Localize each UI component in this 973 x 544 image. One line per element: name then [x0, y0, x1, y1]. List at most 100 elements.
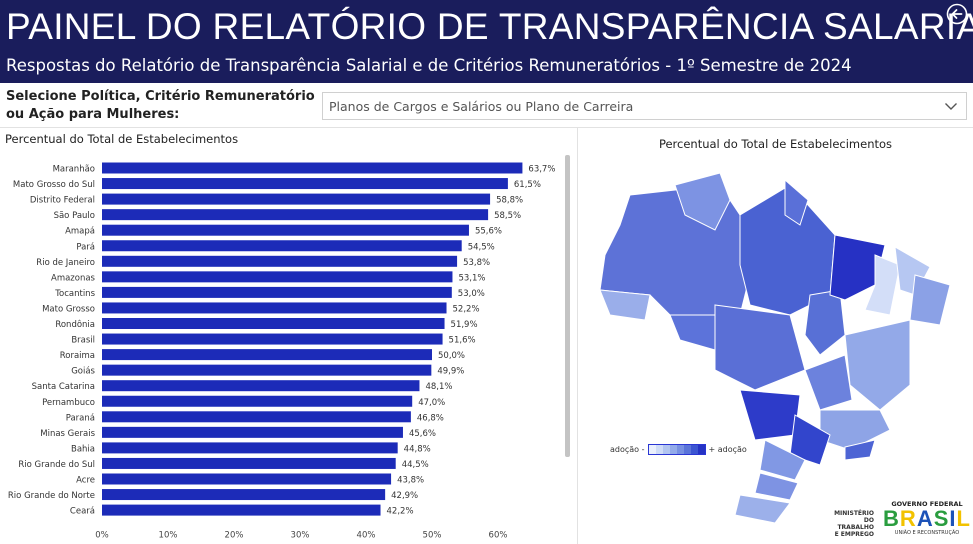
bar[interactable] [102, 224, 469, 236]
data-label: 53,0% [458, 289, 485, 299]
ministry-line-4: E EMPREGO [834, 531, 874, 538]
chevron-down-icon [945, 103, 957, 110]
map-legend: adoção - + adoção [610, 444, 747, 455]
bar[interactable] [102, 255, 458, 267]
bar[interactable] [102, 411, 411, 423]
bar[interactable] [102, 333, 443, 345]
bar[interactable] [102, 178, 508, 190]
category-label: Rio de Janeiro [36, 258, 95, 268]
ministry-line-1: MINISTÉRIO [834, 510, 874, 517]
data-label: 51,9% [451, 320, 478, 330]
bar[interactable] [102, 473, 392, 485]
map-region-amapa[interactable] [784, 178, 809, 226]
category-label: Pará [76, 242, 95, 252]
back-arrow-icon[interactable] [946, 3, 968, 25]
bar[interactable] [102, 349, 432, 361]
page-title: PAINEL DO RELATÓRIO DE TRANSPARÊNCIA SAL… [6, 6, 973, 47]
gov-logo-letter: L [956, 506, 971, 531]
data-label: 49,9% [437, 367, 464, 377]
x-tick-label: 10% [159, 531, 178, 541]
ministry-line-2: DO [863, 517, 874, 524]
bar[interactable] [102, 240, 462, 252]
gov-logo-top: GOVERNO FEDERAL [891, 500, 963, 508]
category-label: Rio Grande do Sul [18, 460, 95, 470]
data-label: 47,0% [418, 398, 445, 408]
map-region-mato-grosso[interactable] [714, 304, 806, 391]
category-label: Minas Gerais [40, 429, 95, 439]
category-label: Amazonas [51, 273, 96, 283]
map-region-piaui[interactable] [864, 254, 901, 316]
data-label: 44,8% [404, 444, 431, 454]
vertical-divider [577, 128, 578, 544]
bar[interactable] [102, 271, 453, 283]
policy-dropdown[interactable]: Planos de Cargos e Salários ou Plano de … [322, 92, 967, 120]
category-label: Pernambuco [42, 398, 95, 408]
data-label: 54,5% [468, 242, 495, 252]
bar[interactable] [102, 302, 447, 314]
bar[interactable] [102, 457, 396, 469]
bar[interactable] [102, 162, 523, 174]
ministry-logo-text: MINISTÉRIO DO TRABALHO E EMPREGO [806, 510, 874, 538]
map-region-minas-gerais[interactable] [819, 409, 891, 451]
gov-logo-letter: A [916, 506, 934, 531]
bar[interactable] [102, 442, 398, 454]
map-region-maranhao[interactable] [829, 234, 886, 301]
category-label: Roraima [60, 351, 95, 361]
bar[interactable] [102, 504, 381, 516]
bar[interactable] [102, 395, 413, 407]
bar[interactable] [102, 380, 420, 392]
map-region-bahia[interactable] [844, 319, 911, 411]
map-region-tocantins[interactable] [804, 289, 846, 356]
header-bar: PAINEL DO RELATÓRIO DE TRANSPARÊNCIA SAL… [0, 0, 973, 83]
legend-color-scale [647, 444, 706, 455]
bar[interactable] [102, 318, 445, 329]
data-label: 46,8% [417, 413, 444, 423]
category-label: Goiás [71, 367, 95, 377]
brazil-map [599, 172, 951, 524]
data-label: 53,1% [458, 273, 485, 283]
map-region-rio-de-janeiro[interactable] [844, 439, 876, 461]
category-label: São Paulo [54, 211, 95, 221]
legend-swatch [662, 445, 670, 454]
category-label: Mato Grosso do Sul [13, 180, 95, 190]
category-label: Maranhão [53, 165, 95, 175]
bar[interactable] [102, 193, 491, 205]
gov-logo-letter: I [949, 506, 957, 531]
gov-logo-letter: B [883, 506, 900, 531]
legend-swatch [669, 445, 677, 454]
bar[interactable] [102, 489, 386, 501]
category-label: Santa Catarina [32, 382, 95, 392]
map-region-roraima[interactable] [674, 172, 731, 231]
data-label: 55,6% [475, 227, 502, 237]
data-label: 58,5% [494, 211, 521, 221]
gov-logo-letter: R [899, 506, 917, 531]
map-region-goias[interactable] [804, 354, 853, 411]
bar[interactable] [102, 364, 432, 376]
map-region-santa-catarina[interactable] [754, 472, 799, 501]
data-label: 44,5% [402, 460, 429, 470]
legend-low-label: adoção - [610, 445, 645, 454]
category-label: Acre [76, 476, 95, 486]
map-region-mato-grosso-do-sul[interactable] [739, 389, 801, 441]
category-label: Ceará [70, 507, 95, 517]
chart-scrollbar[interactable] [565, 155, 570, 457]
category-label: Rondônia [55, 319, 95, 330]
map-region-rondonia[interactable] [669, 314, 721, 351]
data-label: 48,1% [425, 382, 452, 392]
map-region-rio-grande-do-sul[interactable] [734, 494, 791, 524]
bar[interactable] [102, 286, 452, 298]
category-label: Rio Grande do Norte [8, 491, 95, 501]
category-label: Brasil [71, 336, 95, 346]
data-label: 51,6% [449, 336, 476, 346]
map-region-nordeste-east[interactable] [909, 274, 951, 326]
legend-high-label: + adoção [708, 445, 747, 454]
map-region-parana[interactable] [759, 439, 806, 481]
data-label: 43,8% [397, 476, 424, 486]
map-region-acre[interactable] [599, 289, 651, 321]
bar-chart: Maranhão 63,7% Mato Grosso do Sul 61,5% Dist… [8, 162, 555, 541]
data-label: 42,9% [391, 491, 418, 501]
bar[interactable] [102, 209, 489, 221]
bar[interactable] [102, 426, 403, 438]
map-region-sao-paulo[interactable] [789, 414, 831, 466]
legend-swatch [683, 445, 691, 454]
